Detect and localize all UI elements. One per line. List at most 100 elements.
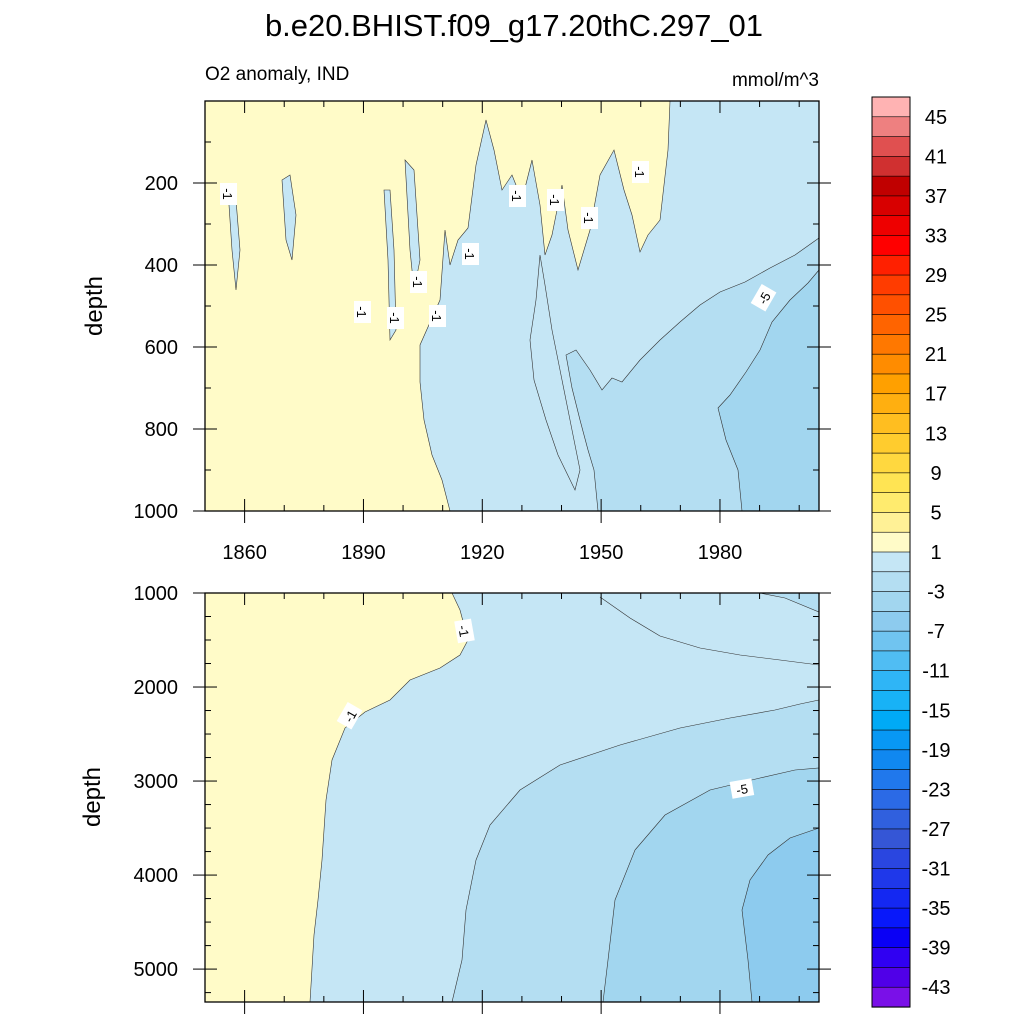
colorbar-swatch [871, 235, 911, 256]
contour-label-text: -1 [354, 306, 369, 318]
colorbar-swatch [871, 314, 911, 335]
contour-label-text: -5 [735, 781, 749, 798]
upper-y-axis-label: depth [81, 276, 108, 336]
colorbar-swatch [871, 749, 911, 771]
colorbar-label: 37 [925, 186, 947, 208]
contour-label-text: -1 [387, 312, 402, 324]
colorbar-label: -15 [922, 700, 951, 722]
upper-x-ticks: 1860 1890 1920 1950 1980 [204, 101, 800, 564]
contour-labels: -1 -1 -1 -1 -1 -1 -1 -1 -1 -1 -5 -1 -1 -5 [220, 161, 777, 799]
colorbar-swatch [871, 888, 911, 909]
lower-x-ticks [204, 593, 800, 1014]
colorbar-swatch [871, 472, 911, 494]
colorbar-label: 21 [925, 344, 947, 366]
colorbar-swatch [871, 729, 911, 751]
colorbar-swatch [871, 156, 911, 177]
colorbar-swatch [871, 413, 911, 434]
colorbar-swatch [871, 808, 911, 830]
contour-label: -1 [581, 207, 598, 229]
colorbar: 45 41 37 33 29 25 21 17 13 9 5 1 -3 -7 -11 -15 -19 -23 -27… [871, 96, 951, 1008]
colorbar-swatch [871, 591, 911, 612]
colorbar-swatch [871, 650, 911, 672]
contour-label: -1 [336, 701, 363, 730]
colorbar-swatch [871, 433, 911, 454]
contour-label: -1 [454, 618, 475, 644]
y-tick-label: 4000 [134, 865, 179, 887]
contour-label: -1 [547, 189, 564, 211]
upper-field-m3-pocket [529, 254, 581, 491]
colorbar-label: 13 [925, 423, 947, 445]
contour-label: -1 [509, 185, 526, 207]
contour-label: -1 [387, 307, 404, 329]
colorbar-label: 1 [930, 542, 941, 564]
subtitle-left: O2 anomaly, IND [205, 64, 349, 85]
colorbar-label: 41 [925, 146, 947, 168]
colorbar-swatch [871, 848, 911, 870]
y-tick-label: 400 [145, 255, 178, 277]
colorbar-frame [871, 96, 911, 1008]
contour-label: -1 [354, 301, 371, 323]
y-tick-label: 1000 [134, 583, 179, 605]
x-tick-label: 1920 [460, 542, 505, 564]
colorbar-swatch [871, 334, 911, 355]
colorbar-swatch [871, 630, 911, 652]
colorbar-label: 9 [930, 463, 941, 485]
x-tick-label: 1890 [341, 542, 386, 564]
colorbar-label: -39 [922, 938, 951, 960]
y-tick-label: 3000 [134, 771, 179, 793]
colorbar-swatch [871, 709, 911, 731]
colorbar-label: 45 [925, 107, 947, 129]
colorbar-swatch [871, 769, 911, 790]
x-tick-label: 1980 [698, 542, 743, 564]
colorbar-swatch [871, 907, 911, 929]
contour-label: -1 [410, 271, 427, 293]
colorbar-swatch [871, 274, 911, 296]
colorbar-swatch [871, 611, 911, 632]
colorbar-label: 5 [930, 502, 941, 524]
colorbar-swatch [871, 571, 911, 593]
colorbar-swatch [871, 551, 911, 573]
colorbar-label: -11 [922, 661, 949, 683]
colorbar-swatch [871, 96, 911, 118]
colorbar-swatch [871, 373, 911, 395]
colorbar-label: -19 [922, 740, 951, 762]
colorbar-swatch [871, 868, 911, 889]
colorbar-swatch [871, 670, 911, 692]
contour-label: -1 [429, 305, 446, 327]
colorbar-swatch [871, 789, 911, 810]
contour-label: -1 [462, 243, 479, 265]
colorbar-swatch [871, 927, 911, 949]
upper-blue-streak-2 [281, 174, 297, 261]
upper-panel [204, 100, 820, 512]
colorbar-label: 17 [925, 384, 947, 406]
y-tick-label: 600 [145, 337, 178, 359]
colorbar-swatch [871, 690, 911, 711]
y-tick-label: 800 [145, 419, 178, 441]
colorbar-swatch [871, 512, 911, 533]
contour-label-text: -1 [429, 310, 444, 322]
colorbar-swatch [871, 294, 911, 316]
contour-label-text: -1 [509, 190, 524, 202]
colorbar-label: 29 [925, 265, 947, 287]
colorbar-swatch [871, 452, 911, 474]
contour-label-text: -1 [632, 166, 647, 178]
colorbar-swatch [871, 828, 911, 850]
x-tick-label: 1950 [579, 542, 624, 564]
y-tick-label: 5000 [134, 959, 179, 981]
colorbar-swatch [871, 254, 911, 276]
colorbar-swatch [871, 986, 911, 1008]
colorbar-label: 33 [925, 225, 947, 247]
subtitle-right: mmol/m^3 [732, 70, 819, 91]
colorbar-swatch [871, 195, 911, 217]
colorbar-label: -43 [922, 977, 951, 999]
colorbar-swatch [871, 136, 911, 157]
colorbar-swatch [871, 492, 911, 514]
contour-label-text: -1 [581, 212, 596, 224]
contour-label-text: -1 [220, 188, 235, 200]
upper-y-ticks: 200 400 600 800 1000 [134, 100, 831, 523]
colorbar-label: -31 [922, 859, 951, 881]
colorbar-label: -3 [927, 582, 945, 604]
contour-label: -1 [220, 183, 237, 205]
contour-label: -5 [750, 283, 777, 312]
lower-plot-frame [204, 592, 820, 1003]
